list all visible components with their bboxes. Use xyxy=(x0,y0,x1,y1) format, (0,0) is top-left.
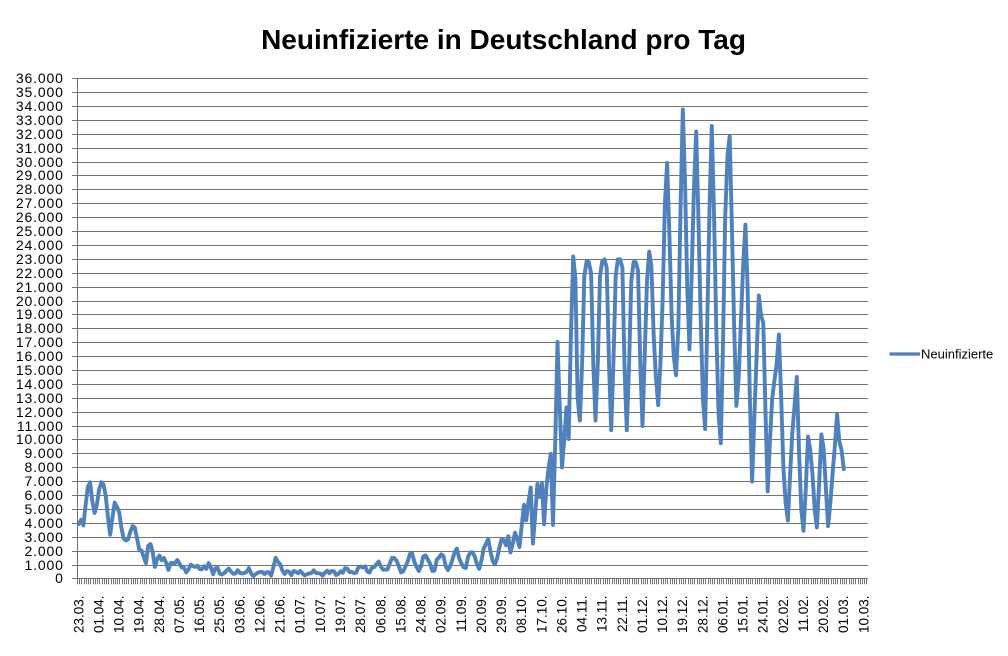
svg-text:28.04.: 28.04. xyxy=(152,596,167,634)
svg-text:29.000: 29.000 xyxy=(16,167,64,183)
svg-text:15.000: 15.000 xyxy=(16,362,64,378)
svg-text:4.000: 4.000 xyxy=(25,515,64,531)
svg-text:23.000: 23.000 xyxy=(16,251,64,267)
svg-text:Neuinfizierte: Neuinfizierte xyxy=(921,347,993,362)
svg-text:28.07.: 28.07. xyxy=(353,596,368,634)
svg-text:32.000: 32.000 xyxy=(16,126,64,142)
svg-text:27.000: 27.000 xyxy=(16,195,64,211)
svg-text:10.04.: 10.04. xyxy=(112,596,127,634)
svg-text:5.000: 5.000 xyxy=(25,501,64,517)
svg-text:12.000: 12.000 xyxy=(16,404,64,420)
svg-text:2.000: 2.000 xyxy=(25,543,64,559)
svg-text:20.02.: 20.02. xyxy=(816,596,831,634)
svg-text:11.09.: 11.09. xyxy=(454,596,469,633)
svg-text:04.11.: 04.11. xyxy=(575,596,590,633)
svg-text:13.000: 13.000 xyxy=(16,390,64,406)
svg-text:06.01.: 06.01. xyxy=(716,596,731,634)
svg-text:03.06.: 03.06. xyxy=(232,596,247,634)
svg-text:22.000: 22.000 xyxy=(16,265,64,281)
svg-text:18.000: 18.000 xyxy=(16,320,64,336)
svg-text:30.000: 30.000 xyxy=(16,154,64,170)
svg-text:33.000: 33.000 xyxy=(16,112,64,128)
svg-text:25.000: 25.000 xyxy=(16,223,64,239)
svg-text:15.01.: 15.01. xyxy=(736,596,751,634)
svg-text:26.000: 26.000 xyxy=(16,209,64,225)
svg-text:16.000: 16.000 xyxy=(16,348,64,364)
svg-text:02.09.: 02.09. xyxy=(434,596,449,634)
svg-text:13.11.: 13.11. xyxy=(595,596,610,633)
svg-text:1.000: 1.000 xyxy=(25,557,64,573)
svg-text:36.000: 36.000 xyxy=(16,70,64,86)
svg-text:19.04.: 19.04. xyxy=(132,596,147,634)
svg-text:21.06.: 21.06. xyxy=(273,596,288,634)
svg-text:01.04.: 01.04. xyxy=(91,596,106,634)
svg-text:20.09.: 20.09. xyxy=(474,596,489,634)
svg-text:17.000: 17.000 xyxy=(16,334,64,350)
svg-text:01.03.: 01.03. xyxy=(836,596,851,634)
svg-text:15.08.: 15.08. xyxy=(393,596,408,634)
svg-text:21.000: 21.000 xyxy=(16,279,64,295)
svg-text:25.05.: 25.05. xyxy=(212,596,227,634)
svg-text:24.08.: 24.08. xyxy=(414,596,429,634)
svg-text:08.10.: 08.10. xyxy=(514,596,529,634)
svg-text:Neuinfizierte in Deutschland p: Neuinfizierte in Deutschland pro Tag xyxy=(261,24,746,55)
svg-text:22.11.: 22.11. xyxy=(615,596,630,633)
svg-text:11.000: 11.000 xyxy=(17,418,64,434)
svg-text:8.000: 8.000 xyxy=(25,459,64,475)
svg-text:10.03.: 10.03. xyxy=(856,596,871,634)
svg-text:3.000: 3.000 xyxy=(25,529,64,545)
svg-text:6.000: 6.000 xyxy=(25,487,64,503)
svg-text:12.06.: 12.06. xyxy=(253,596,268,634)
svg-text:02.02.: 02.02. xyxy=(776,596,791,634)
svg-text:01.07.: 01.07. xyxy=(293,596,308,634)
svg-text:07.05.: 07.05. xyxy=(172,596,187,634)
svg-text:10.000: 10.000 xyxy=(16,431,64,447)
svg-text:26.10.: 26.10. xyxy=(554,596,569,634)
svg-text:06.08.: 06.08. xyxy=(373,596,388,634)
svg-text:29.09.: 29.09. xyxy=(494,596,509,634)
svg-text:34.000: 34.000 xyxy=(16,98,64,114)
svg-text:01.12.: 01.12. xyxy=(635,596,650,634)
svg-text:31.000: 31.000 xyxy=(16,140,64,156)
svg-text:10.07.: 10.07. xyxy=(313,596,328,634)
svg-text:28.12.: 28.12. xyxy=(695,596,710,634)
svg-text:19.12.: 19.12. xyxy=(675,596,690,634)
svg-text:0: 0 xyxy=(55,570,64,586)
svg-text:16.05.: 16.05. xyxy=(192,596,207,634)
svg-text:24.01.: 24.01. xyxy=(756,596,771,634)
svg-text:35.000: 35.000 xyxy=(16,84,64,100)
svg-text:11.02.: 11.02. xyxy=(796,596,811,633)
svg-text:10.12.: 10.12. xyxy=(655,596,670,634)
svg-text:9.000: 9.000 xyxy=(25,445,64,461)
svg-text:20.000: 20.000 xyxy=(16,293,64,309)
svg-text:23.03.: 23.03. xyxy=(71,596,86,634)
svg-text:17.10.: 17.10. xyxy=(534,596,549,634)
svg-text:24.000: 24.000 xyxy=(16,237,64,253)
svg-text:7.000: 7.000 xyxy=(25,473,64,489)
svg-text:19.000: 19.000 xyxy=(16,306,64,322)
svg-text:28.000: 28.000 xyxy=(16,181,64,197)
svg-text:14.000: 14.000 xyxy=(16,376,64,392)
svg-text:19.07.: 19.07. xyxy=(333,596,348,634)
